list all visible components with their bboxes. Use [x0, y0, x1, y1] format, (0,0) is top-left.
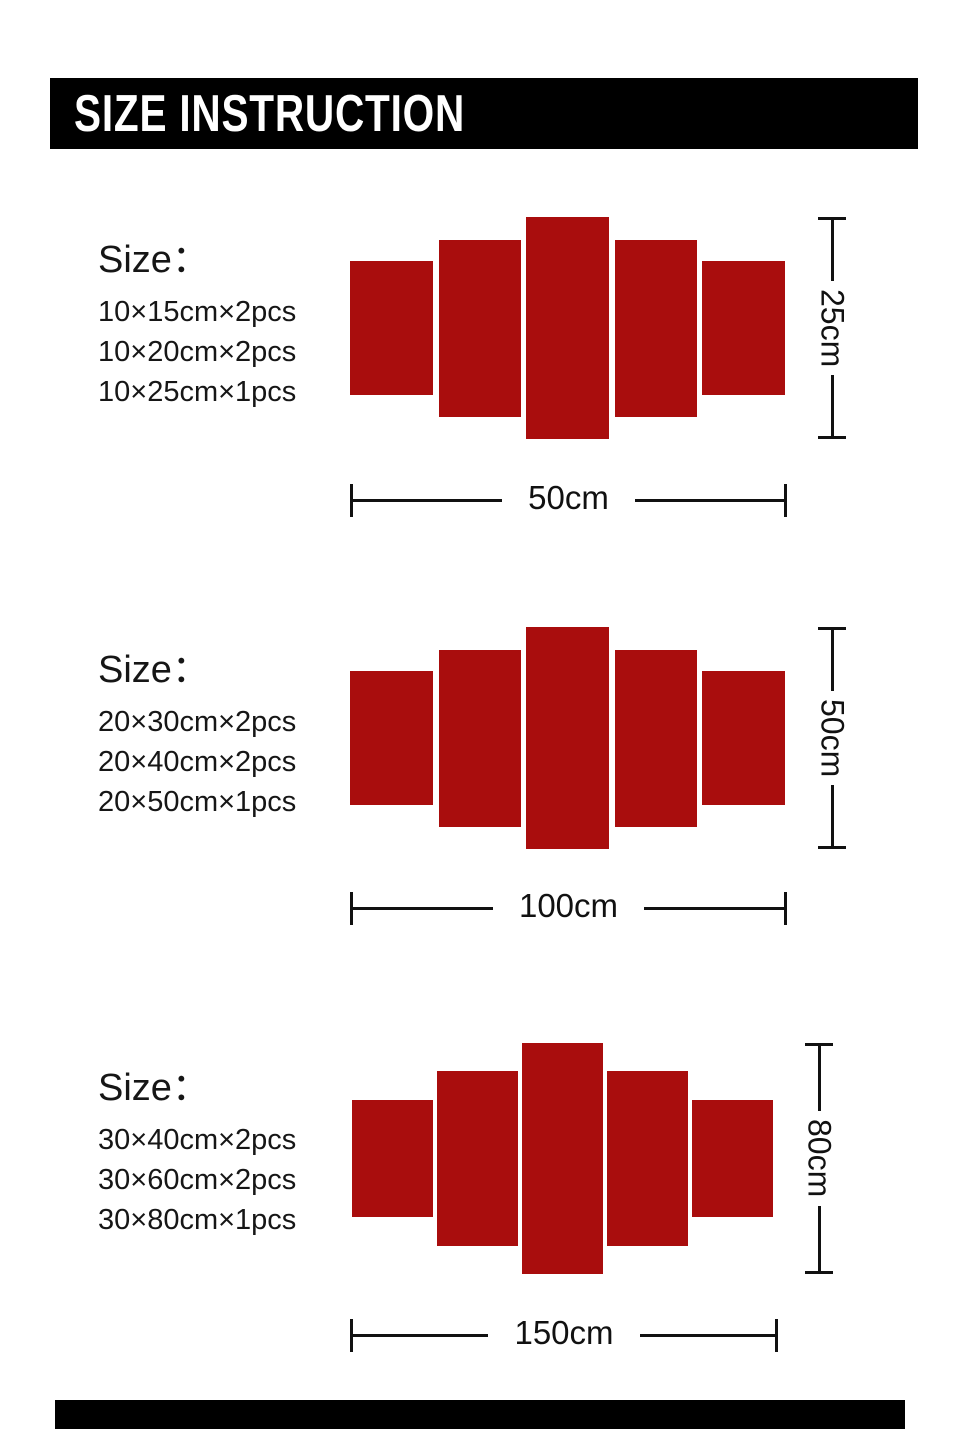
- canvas-panel: [692, 1100, 773, 1217]
- width-label: 150cm: [514, 1314, 614, 1351]
- dimension-cap: [350, 891, 353, 925]
- height-label: 25cm: [814, 288, 851, 368]
- dimension-line: [634, 498, 785, 502]
- size-label: Size：: [98, 649, 210, 691]
- canvas-panel: [614, 649, 697, 827]
- dimension-line: [353, 1333, 489, 1337]
- width-dimension-line: 50cm: [350, 479, 788, 517]
- size-item: 10×15cm×2pcs: [98, 296, 297, 328]
- canvas-panel: [614, 239, 697, 417]
- canvas-panel: [702, 671, 785, 805]
- dimension-cap: [350, 1318, 353, 1352]
- panel-diagram-2: [350, 627, 785, 849]
- canvas-panel: [438, 649, 521, 827]
- canvas-panel: [350, 261, 433, 395]
- dimension-cap: [784, 483, 788, 517]
- canvas-panel: [438, 239, 521, 417]
- dimension-line: [817, 1205, 821, 1271]
- height-dimension-line: 50cm: [815, 627, 851, 849]
- height-label: 80cm: [801, 1119, 838, 1198]
- dimension-cap: [805, 1043, 833, 1046]
- page-title: SIZE INSTRUCTION: [74, 84, 466, 143]
- size-item: 30×60cm×2pcs: [98, 1164, 297, 1196]
- dimension-line: [639, 1333, 775, 1337]
- width-label: 50cm: [528, 479, 609, 516]
- height-label: 50cm: [814, 698, 851, 778]
- size-block-2: Size： 20×30cm×2pcs 20×40cm×2pcs 20×50cm×…: [98, 646, 296, 822]
- height-dimension-line: 80cm: [802, 1043, 838, 1274]
- dimension-line: [817, 1046, 821, 1112]
- dimension-cap: [784, 891, 787, 925]
- dimension-cap: [818, 217, 846, 220]
- size-block-3: Size： 30×40cm×2pcs 30×60cm×2pcs 30×80cm×…: [98, 1064, 296, 1240]
- canvas-panel: [437, 1071, 518, 1246]
- height-dimension-line: 25cm: [815, 217, 851, 439]
- size-item: 20×40cm×2pcs: [98, 746, 297, 778]
- width-dimension-line: 150cm: [350, 1314, 778, 1352]
- footer-bar: [55, 1400, 905, 1429]
- dimension-cap: [805, 1271, 833, 1274]
- size-item: 30×40cm×2pcs: [98, 1124, 297, 1156]
- canvas-panel: [526, 217, 609, 439]
- panel-diagram-1: [350, 217, 785, 439]
- canvas-panel: [352, 1100, 433, 1217]
- dimension-cap: [775, 1318, 778, 1352]
- dimension-line: [830, 630, 834, 691]
- canvas-panel: [350, 671, 433, 805]
- dimension-line: [353, 906, 493, 910]
- dimension-line: [830, 220, 834, 281]
- dimension-cap: [818, 627, 846, 630]
- size-item: 10×20cm×2pcs: [98, 336, 297, 368]
- canvas-panel: [526, 627, 609, 849]
- size-label: Size：: [98, 1067, 210, 1109]
- size-item: 30×80cm×1pcs: [98, 1204, 297, 1236]
- size-label: Size：: [98, 239, 210, 281]
- dimension-cap: [818, 846, 846, 849]
- size-item: 10×25cm×1pcs: [98, 376, 297, 408]
- size-block-1: Size： 10×15cm×2pcs 10×20cm×2pcs 10×25cm×…: [98, 236, 296, 412]
- width-dimension-line: 100cm: [350, 887, 787, 925]
- dimension-line: [644, 906, 784, 910]
- size-item: 20×30cm×2pcs: [98, 706, 297, 738]
- dimension-cap: [350, 483, 353, 517]
- dimension-line: [353, 498, 503, 502]
- canvas-panel: [702, 261, 785, 395]
- dimension-cap: [818, 436, 846, 439]
- canvas-panel: [522, 1043, 603, 1274]
- size-item: 20×50cm×1pcs: [98, 786, 297, 818]
- panel-diagram-3: [352, 1043, 773, 1274]
- width-label: 100cm: [518, 887, 619, 924]
- header-bar: SIZE INSTRUCTION: [50, 78, 918, 149]
- canvas-panel: [607, 1071, 688, 1246]
- dimension-line: [830, 785, 834, 846]
- dimension-line: [830, 375, 834, 436]
